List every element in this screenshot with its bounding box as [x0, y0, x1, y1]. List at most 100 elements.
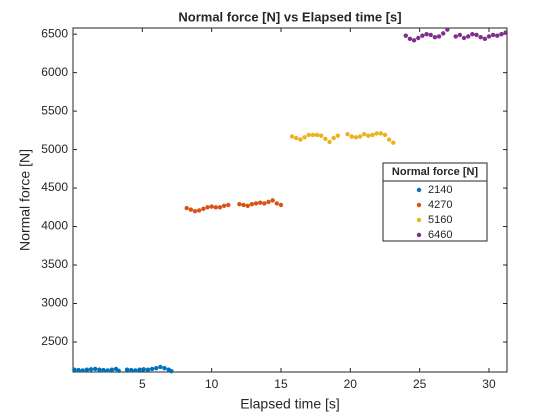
x-tick-label: 10	[205, 377, 219, 391]
x-axis-label: Elapsed time [s]	[240, 396, 340, 412]
data-point	[353, 135, 359, 140]
y-tick-label: 2500	[41, 334, 68, 348]
data-point	[302, 135, 307, 140]
x-tick-label: 15	[274, 377, 288, 391]
data-point	[289, 134, 295, 139]
data-point	[335, 133, 341, 138]
data-point	[503, 30, 508, 35]
y-tick-label: 5000	[41, 142, 68, 156]
data-point	[349, 134, 354, 139]
data-point	[416, 35, 421, 41]
data-point	[370, 132, 375, 138]
data-point	[306, 132, 311, 138]
data-point	[486, 34, 492, 39]
data-point	[226, 202, 231, 208]
data-point	[323, 136, 328, 142]
x-tick-label: 5	[139, 377, 146, 391]
data-point	[201, 206, 206, 212]
data-point	[257, 200, 263, 205]
data-point	[331, 135, 336, 141]
data-point	[294, 135, 299, 141]
data-point	[270, 198, 275, 203]
data-point	[133, 368, 138, 373]
data-point	[445, 27, 450, 32]
data-point	[153, 365, 159, 371]
data-point	[196, 208, 202, 213]
x-tick-label: 20	[344, 377, 358, 391]
data-point	[169, 369, 174, 374]
y-tick-label: 3000	[41, 296, 68, 310]
data-point	[378, 131, 384, 136]
data-point	[441, 31, 446, 36]
data-point	[92, 366, 98, 372]
data-point	[327, 139, 332, 145]
data-point	[253, 201, 259, 206]
data-point	[457, 32, 463, 38]
data-point	[217, 205, 223, 210]
data-point	[84, 367, 90, 372]
data-point	[403, 33, 408, 38]
legend-marker	[416, 187, 422, 193]
data-point	[116, 368, 121, 374]
data-point	[158, 364, 163, 370]
data-point	[192, 208, 198, 214]
data-point	[105, 368, 110, 373]
data-point	[129, 367, 134, 373]
data-point	[237, 202, 242, 207]
y-tick-label: 4000	[41, 219, 68, 233]
y-tick-label: 6000	[41, 65, 68, 79]
data-point	[188, 207, 194, 212]
data-point	[314, 132, 320, 138]
data-point	[310, 132, 316, 138]
data-point	[109, 367, 115, 372]
data-point	[274, 201, 280, 206]
y-tick-label: 5500	[41, 103, 68, 117]
legend-label: 4270	[428, 199, 452, 211]
y-axis-label: Normal force [N]	[17, 149, 33, 251]
y-tick-label: 6500	[41, 26, 68, 40]
data-point	[420, 33, 425, 38]
data-point	[249, 202, 255, 207]
data-point	[266, 199, 271, 205]
data-point	[72, 367, 77, 372]
data-point	[345, 132, 350, 137]
legend-title: Normal force [N]	[392, 166, 479, 178]
data-point	[470, 31, 475, 37]
x-tick-label: 25	[413, 377, 427, 391]
x-tick-label: 30	[482, 377, 496, 391]
data-point	[482, 36, 488, 41]
data-point	[490, 32, 496, 38]
data-point	[245, 203, 250, 208]
data-point	[428, 32, 433, 38]
data-point	[141, 367, 146, 372]
legend-marker	[416, 232, 422, 238]
data-point	[298, 137, 303, 142]
data-point	[382, 132, 388, 138]
data-point	[465, 34, 471, 39]
data-point	[184, 205, 189, 211]
legend-marker	[416, 202, 422, 208]
data-point	[76, 367, 81, 373]
y-tick-label: 3500	[41, 257, 68, 271]
data-point	[495, 33, 500, 38]
data-point	[149, 366, 155, 372]
data-point	[478, 35, 483, 40]
data-point	[205, 205, 210, 210]
data-point	[101, 367, 106, 373]
data-point	[97, 367, 102, 372]
data-point	[124, 367, 130, 372]
y-tick-label: 4500	[41, 180, 68, 194]
data-point	[361, 132, 367, 137]
data-point	[386, 137, 392, 142]
data-point	[436, 34, 442, 39]
data-point	[241, 202, 246, 208]
data-point	[221, 203, 227, 208]
data-point	[262, 201, 267, 206]
data-point	[209, 204, 214, 209]
data-point	[80, 368, 85, 373]
data-point	[374, 131, 379, 136]
data-point	[407, 36, 413, 41]
data-point	[137, 367, 142, 372]
